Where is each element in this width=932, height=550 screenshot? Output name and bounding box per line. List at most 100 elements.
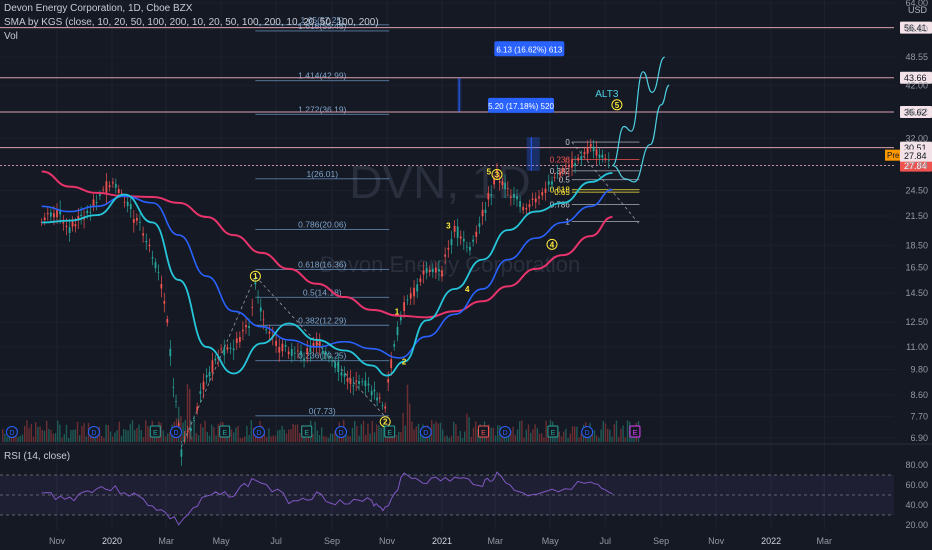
rsi-axis[interactable]: 80.00 60.00 40.00 20.00 (905, 460, 928, 530)
fib-extension-label: 0.382(12.29) (298, 315, 346, 325)
volume-bar (182, 422, 184, 442)
time-axis[interactable]: Nov 2020 Mar May Jul Sep Nov 2021 Mar May Jul Sep No… (49, 536, 832, 546)
sma-indicator-label[interactable]: SMA by KGS (close, 10, 20, 50, 100, 200,… (4, 17, 379, 28)
candle-body (528, 204, 531, 208)
candle-body (403, 302, 406, 312)
candle-body (248, 326, 250, 328)
rsi-indicator-label[interactable]: RSI (14, close) (4, 451, 71, 462)
volume-bar (618, 436, 620, 442)
earnings-marker (219, 425, 231, 438)
candle-body (86, 210, 89, 214)
dividend-marker (87, 426, 100, 438)
volume-bar (134, 430, 136, 442)
fib-extension-label: 1.65(57.25) (301, 15, 345, 25)
volume-bar (94, 433, 96, 442)
y-tick-label: 32.00 (905, 133, 928, 143)
volume-bar (52, 433, 54, 442)
candle-body (544, 188, 547, 193)
volume-bar (576, 426, 578, 442)
candle-body (202, 381, 205, 390)
volume-bar (413, 429, 415, 442)
volume-bar (318, 434, 321, 442)
candle-body (99, 194, 101, 196)
earnings-marker (629, 425, 641, 438)
candle-body (56, 209, 58, 218)
volume-bar (411, 421, 413, 442)
candle-body (183, 437, 186, 438)
candle-body (568, 165, 570, 168)
dividend-marker (581, 426, 594, 438)
volume-bar (323, 436, 325, 442)
volume-bar (213, 427, 215, 442)
measure-callouts[interactable]: 6.13 (16.62%) 613 5.20 (17.18%) 520 (457, 41, 565, 171)
candle-body (175, 401, 177, 402)
candle-body (89, 211, 92, 213)
candle-body (538, 196, 540, 199)
candle-body (390, 359, 393, 369)
volume-bar (26, 420, 28, 442)
candle-body (331, 360, 333, 362)
volume-bar (404, 425, 406, 442)
currency-label: USD (908, 5, 928, 15)
candle-body (364, 380, 367, 387)
candle-body (135, 218, 138, 221)
volume-bar (288, 429, 290, 442)
candle-body (220, 348, 222, 350)
fib-retracement-label: 0.236 (550, 156, 571, 165)
candle-body (355, 380, 358, 382)
candle-body (501, 181, 504, 186)
candle-body (120, 192, 123, 194)
candle-body (300, 350, 302, 356)
candle-body (478, 223, 481, 227)
volume-bar (43, 430, 46, 442)
candle-body (53, 213, 55, 218)
price-axis[interactable]: 64.00 56.00 48.55 42.00 36.62 32.00 27.84 24.50… (905, 0, 928, 443)
y-tick-label: 36.62 (905, 107, 928, 117)
volume-bar (420, 431, 422, 442)
volume-bar (349, 436, 351, 442)
rsi-line (41, 471, 613, 526)
candle-body (551, 181, 553, 185)
candle-body (604, 158, 607, 159)
candle-body (598, 154, 601, 158)
volume-bar (274, 435, 277, 442)
candle-body (493, 178, 496, 185)
candle-body (472, 239, 475, 242)
volume-bar (444, 436, 446, 442)
event-markers[interactable]: D D D D D D D DE E E E E E E (5, 425, 641, 438)
candle-body (416, 284, 419, 292)
volume-bar (369, 433, 371, 442)
pre-badge-label: Pre (887, 151, 900, 160)
volume-bar (98, 426, 101, 442)
candle-body (154, 262, 157, 269)
volume-bar (296, 424, 299, 442)
volume-bar (602, 421, 604, 442)
fib-extension-label: 1.414(42.99) (298, 71, 346, 81)
volume-bar (290, 429, 292, 442)
chart-title[interactable]: Devon Energy Corporation, 1D, Cboe BZX (4, 3, 193, 14)
wave-label: 4 (465, 285, 470, 294)
candle-body (163, 301, 166, 304)
candle-body (257, 296, 259, 298)
wave-label: 5 (487, 168, 492, 177)
earnings-marker-letter: E (481, 430, 486, 437)
fib-extension[interactable]: 1.65(57.25)1.618(55.48) 1.414(42.99) 1.272… (181, 15, 390, 447)
volume-indicator-label[interactable]: Vol (4, 31, 18, 42)
candle-body (531, 198, 534, 200)
volume-bar (340, 437, 343, 442)
y-tick-label: 11.00 (906, 342, 928, 352)
y-tick-label: 64.00 (905, 0, 928, 8)
rsi-tick-label: 20.00 (905, 520, 928, 530)
candle-body (245, 324, 247, 328)
fib-extension-label: 0.236(10.25) (298, 351, 346, 361)
fib-retracement-label: 0.786 (550, 201, 571, 210)
candle-body (306, 348, 309, 355)
wave-circle (546, 238, 558, 250)
candle-body (108, 185, 111, 188)
candle-body (441, 270, 443, 277)
volume-bar (613, 424, 615, 442)
wave-label: 1 (253, 272, 258, 281)
